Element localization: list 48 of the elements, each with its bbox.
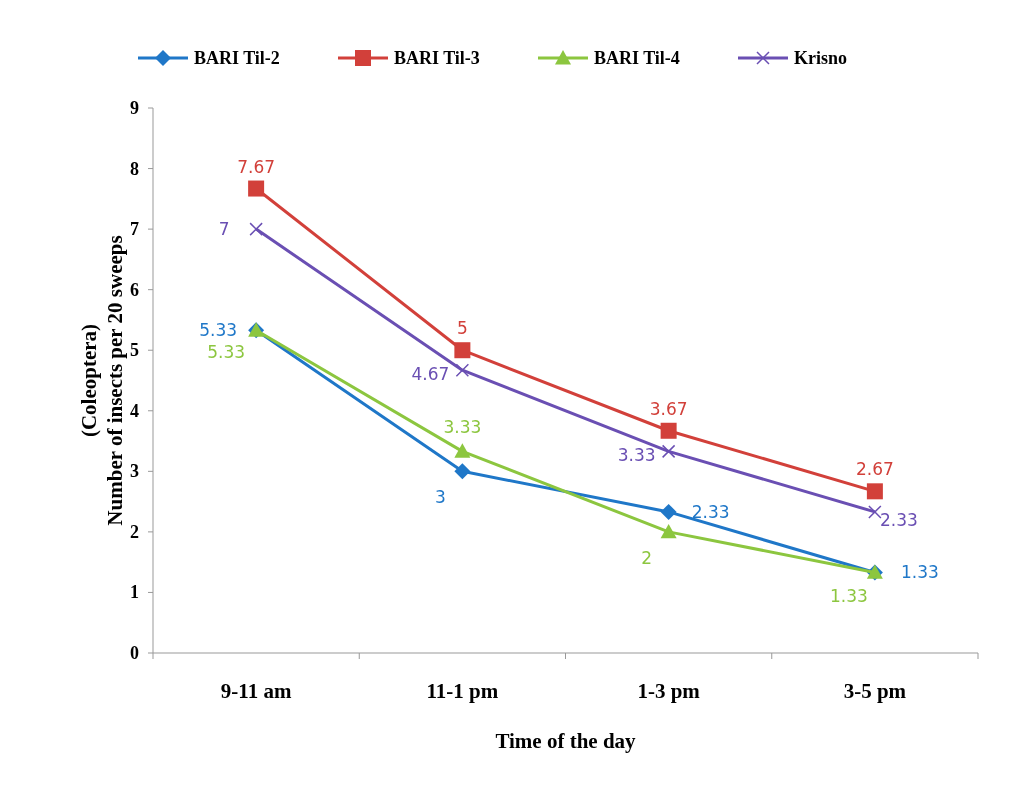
data-label: 7 [218,219,230,240]
point [454,342,471,359]
point [660,523,677,539]
x-tick-label: 3-5 pm [843,679,907,703]
y-tick-label: 2 [130,521,139,542]
point [455,363,470,377]
x-axis-title: Time of the day [495,729,637,753]
x-tick-label: 1-3 pm [637,679,701,703]
data-label: 2 [641,547,653,568]
point [868,505,882,519]
y-tick-label: 8 [130,158,139,179]
data-label: 2.33 [691,501,730,522]
x-tick-label: 9-11 am [220,679,292,703]
y-tick-label: 1 [130,582,139,603]
point [660,422,677,439]
y-tick-label: 7 [130,219,139,240]
point [661,444,676,459]
point [248,180,265,197]
data-label: 4.67 [411,364,450,385]
legend-label: BARI Til-4 [594,48,680,68]
y-tick-label: 6 [130,279,139,300]
point [249,222,263,236]
y-tick-label: 4 [130,400,139,421]
y-tick-label: 3 [130,461,139,482]
data-label: 3.67 [649,398,688,419]
data-label: 1.33 [829,586,868,607]
data-label: 2.67 [855,459,894,480]
data-label: 1.33 [900,562,939,583]
point [454,443,471,458]
data-label: 2.33 [879,509,918,530]
point [454,463,471,480]
data-label: 3.33 [617,445,656,466]
data-label: 5 [456,318,468,339]
legend-label: Krisno [794,48,848,68]
data-label: 3.33 [443,417,482,438]
legend-label: BARI Til-2 [194,48,280,68]
y-axis-title: (Coleoptera) Number of insects per 20 sweeps [77,235,127,526]
data-label: 5.33 [207,342,246,363]
y-tick-label: 9 [130,98,139,118]
y-tick-label: 0 [130,643,139,663]
point [866,483,883,500]
legend-label: BARI Til-3 [394,48,480,68]
data-label: 7.67 [237,156,276,177]
x-tick-label: 11-1 pm [426,679,499,703]
y-tick-label: 5 [130,340,139,361]
data-label: 3 [434,487,446,508]
point [660,503,677,520]
data-label: 5.33 [199,320,238,341]
